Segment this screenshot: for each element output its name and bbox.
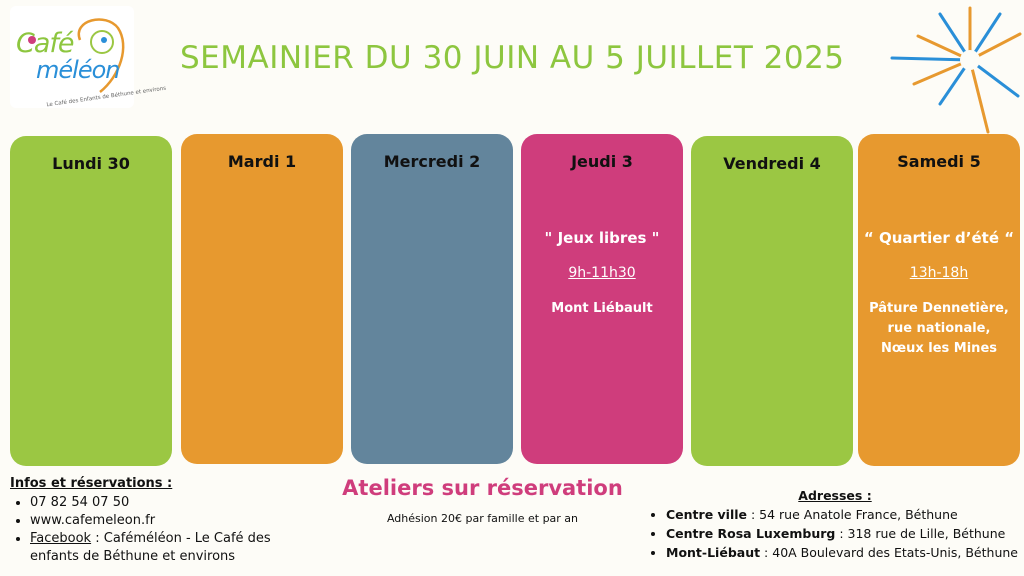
- address-name: Centre Rosa Luxemburg: [666, 526, 836, 541]
- addresses-list: Centre ville : 54 rue Anatole France, Bé…: [650, 505, 1020, 562]
- logo-word-cafe: Café: [16, 28, 75, 59]
- day-label: Samedi 5: [897, 152, 981, 171]
- day-label: Vendredi 4: [723, 154, 821, 173]
- event-time: 13h-18h: [909, 265, 969, 281]
- address-text: : 40A Boulevard des Etats-Unis, Béthune: [760, 545, 1018, 560]
- addresses-heading: Adresses :: [798, 488, 872, 503]
- address-name: Mont-Liébaut: [666, 545, 761, 560]
- day-label: Mardi 1: [227, 152, 297, 171]
- cafe-meleon-logo: Café méléon Le Café des Enfants de Béthu…: [10, 6, 167, 108]
- day-card-samedi: Samedi 5 “ Quartier d’été “ 13h-18h Pâtu…: [858, 134, 1020, 466]
- event-place-line: rue nationale,: [887, 321, 991, 336]
- address-item: Mont-Liébaut : 40A Boulevard des Etats-U…: [666, 543, 1020, 562]
- day-label: Mercredi 2: [383, 152, 481, 171]
- website-link[interactable]: www.cafemeleon.fr: [30, 512, 280, 530]
- phone-number: 07 82 54 07 50: [30, 494, 280, 512]
- event-place: Pâture Dennetière, rue nationale, Nœux l…: [858, 299, 1020, 359]
- address-item: Centre Rosa Luxemburg : 318 rue de Lille…: [666, 524, 1020, 543]
- day-card-vendredi: Vendredi 4: [691, 136, 853, 466]
- chameleon-swirl-icon: [28, 18, 125, 93]
- addresses-section: Adresses : Centre ville : 54 rue Anatole…: [650, 488, 1020, 562]
- event-title: “ Quartier d’été “: [863, 229, 1015, 247]
- event-title: " Jeux libres ": [544, 229, 660, 247]
- facebook-text: : Caféméléon - Le Café des enfants de Bé…: [30, 531, 271, 564]
- ateliers-heading: Ateliers sur réservation: [342, 476, 623, 500]
- address-name: Centre ville: [666, 507, 747, 522]
- day-card-mercredi: Mercredi 2: [351, 134, 513, 464]
- address-text: : 318 rue de Lille, Béthune: [835, 526, 1006, 541]
- logo-word-meleon: méléon: [36, 56, 120, 84]
- ateliers-section: Ateliers sur réservation Adhésion 20€ pa…: [330, 476, 635, 525]
- day-card-jeudi: Jeudi 3 " Jeux libres " 9h-11h30 Mont Li…: [521, 134, 683, 464]
- event-place-line: Pâture Dennetière,: [869, 301, 1009, 316]
- info-heading: Infos et réservations :: [10, 476, 173, 491]
- address-text: : 54 rue Anatole France, Béthune: [747, 507, 958, 522]
- day-label: Lundi 30: [52, 154, 130, 173]
- facebook-link[interactable]: Facebook: [30, 531, 92, 546]
- facebook-item: Facebook : Caféméléon - Le Café des enfa…: [30, 530, 280, 566]
- day-card-lundi: Lundi 30: [10, 136, 172, 466]
- address-item: Centre ville : 54 rue Anatole France, Bé…: [666, 505, 1020, 524]
- page-title: SEMAINIER DU 30 JUIN AU 5 JUILLET 2025: [180, 40, 845, 76]
- event-time: 9h-11h30: [568, 265, 636, 281]
- firework-icon: [890, 6, 1022, 134]
- membership-note: Adhésion 20€ par famille et par an: [386, 512, 579, 525]
- event-place: Mont Liébault: [551, 301, 653, 316]
- event-place-line: Nœux les Mines: [880, 341, 997, 356]
- day-card-mardi: Mardi 1: [181, 134, 343, 464]
- info-section: Infos et réservations : 07 82 54 07 50 w…: [10, 476, 280, 566]
- day-label: Jeudi 3: [571, 152, 633, 171]
- info-list: 07 82 54 07 50 www.cafemeleon.fr Faceboo…: [10, 494, 280, 566]
